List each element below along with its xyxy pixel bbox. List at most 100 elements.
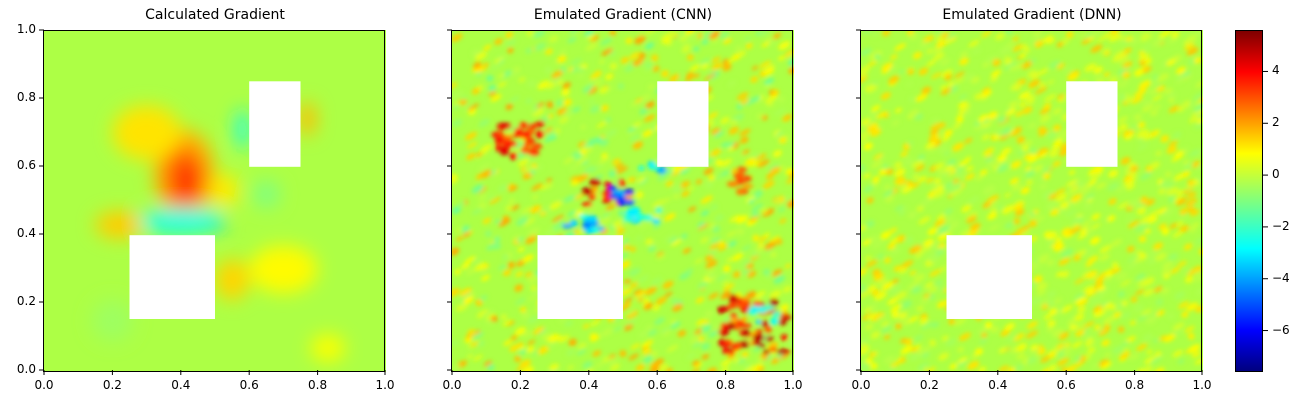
noise-speck — [1023, 152, 1035, 160]
noise-speck — [990, 208, 997, 214]
colorbar-tick-label: −6 — [1272, 322, 1290, 337]
noise-speck — [881, 321, 890, 327]
noise-speck — [1074, 313, 1085, 322]
noise-speck — [925, 177, 935, 184]
noise-speck — [1143, 100, 1152, 108]
noise-speck — [708, 31, 721, 40]
noise-speck — [1107, 75, 1118, 84]
noise-speck — [1089, 30, 1101, 38]
noise-speck — [692, 341, 703, 349]
noise-speck — [720, 158, 732, 167]
noise-speck — [1012, 333, 1025, 342]
noise-speck — [638, 330, 648, 338]
noise-speck — [1115, 302, 1124, 311]
noise-speck — [1067, 186, 1080, 195]
noise-speck — [1010, 128, 1022, 137]
noise-speck — [696, 319, 706, 326]
noise-speck — [1035, 86, 1048, 95]
hotspot-speck — [561, 223, 573, 229]
heatmap-field — [452, 30, 794, 372]
noise-speck — [697, 223, 710, 231]
noise-speck — [709, 235, 717, 241]
noise-speck — [558, 335, 570, 343]
noise-speck — [518, 349, 527, 355]
noise-speck — [1038, 298, 1050, 307]
field-blob — [95, 211, 144, 239]
noise-speck — [1077, 232, 1088, 240]
noise-speck — [1090, 236, 1101, 245]
noise-speck — [710, 204, 718, 210]
noise-speck — [902, 143, 910, 151]
noise-speck — [609, 62, 618, 70]
noise-speck — [751, 65, 759, 71]
noise-speck — [959, 51, 969, 58]
noise-speck — [923, 238, 934, 247]
noise-speck — [697, 281, 709, 289]
noise-speck — [618, 210, 625, 217]
masked-region — [946, 235, 1032, 319]
noise-speck — [1144, 58, 1152, 65]
noise-speck — [574, 192, 586, 200]
noise-speck — [1107, 315, 1115, 321]
field-blob — [136, 207, 226, 236]
field-blob — [112, 105, 181, 160]
noise-speck — [537, 80, 550, 90]
noise-speck — [1186, 47, 1199, 56]
noise-speck — [1084, 202, 1091, 210]
noise-speck — [704, 310, 714, 318]
noise-speck — [605, 204, 616, 211]
noise-speck — [996, 163, 1009, 173]
noise-speck — [1073, 254, 1081, 261]
noise-speck — [915, 164, 925, 172]
noise-speck — [531, 194, 539, 200]
noise-speck — [1194, 270, 1201, 277]
noise-speck — [884, 184, 891, 190]
hotspot-speck — [503, 139, 512, 146]
noise-speck — [893, 265, 902, 272]
noise-speck — [963, 109, 971, 116]
noise-speck — [452, 82, 458, 90]
noise-speck — [975, 175, 984, 181]
noise-speck — [700, 210, 710, 217]
noise-speck — [609, 363, 621, 371]
noise-speck — [1162, 188, 1171, 195]
noise-speck — [1194, 107, 1203, 116]
noise-speck — [902, 319, 910, 326]
noise-speck — [780, 353, 789, 360]
hotspot-speck — [736, 188, 744, 196]
noise-speck — [874, 53, 881, 61]
noise-speck — [867, 60, 878, 67]
noise-speck — [772, 150, 782, 158]
noise-speck — [714, 174, 724, 181]
noise-speck — [688, 206, 697, 213]
noise-speck — [918, 176, 927, 182]
noise-speck — [861, 284, 867, 293]
noise-speck — [647, 83, 655, 91]
noise-speck — [944, 129, 953, 137]
x-tick-label: 0.2 — [919, 378, 939, 392]
noise-speck — [1119, 351, 1131, 360]
noise-speck — [1095, 182, 1107, 190]
x-tick-label: 0.8 — [308, 378, 328, 392]
noise-speck — [632, 58, 644, 67]
noise-speck — [1193, 103, 1203, 113]
noise-speck — [652, 65, 660, 72]
noise-speck — [1112, 311, 1122, 319]
noise-speck — [1183, 243, 1193, 251]
noise-speck — [928, 137, 935, 143]
noise-speck — [720, 142, 729, 148]
noise-speck — [548, 363, 560, 372]
colorbar — [1235, 30, 1263, 372]
noise-speck — [1115, 272, 1128, 281]
noise-speck — [561, 88, 570, 96]
noise-speck — [527, 274, 540, 284]
noise-speck — [763, 68, 775, 76]
noise-speck — [1033, 275, 1043, 284]
noise-speck — [609, 30, 617, 36]
noise-speck — [1176, 189, 1185, 196]
noise-speck — [613, 325, 623, 332]
noise-speck — [486, 194, 495, 200]
noise-speck — [527, 315, 540, 324]
noise-speck — [873, 273, 885, 281]
noise-speck — [765, 273, 774, 280]
